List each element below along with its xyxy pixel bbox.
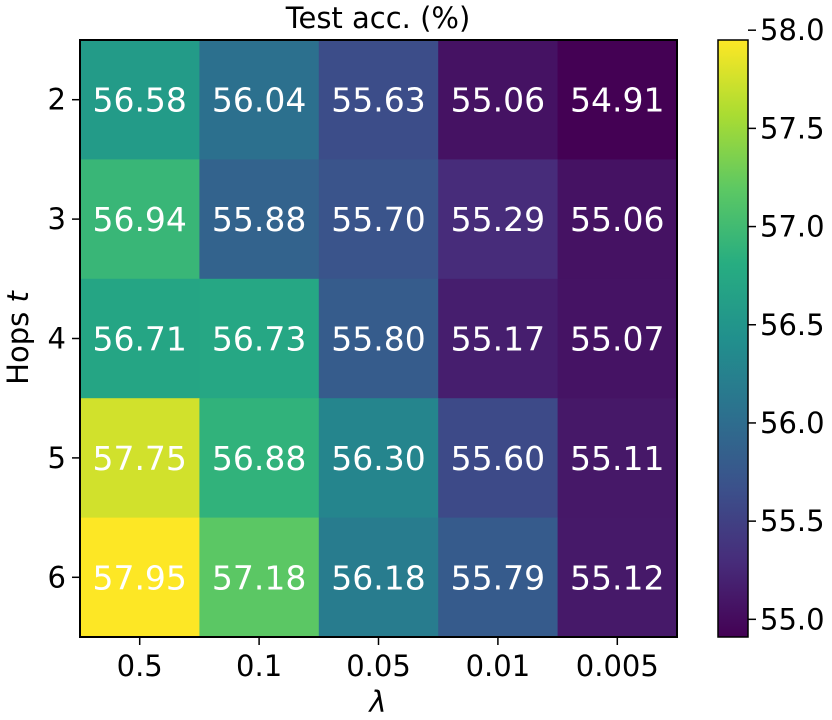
cell-value-label: 55.79: [451, 558, 545, 597]
cell-value-label: 56.94: [92, 200, 186, 239]
cell-value-label: 55.12: [570, 558, 664, 597]
cell-value-label: 55.06: [570, 200, 664, 239]
cell-value-label: 55.80: [331, 320, 425, 359]
heatmap-cell: [438, 398, 559, 519]
heatmap-cell: [80, 398, 200, 519]
heatmap-cell: [80, 159, 200, 280]
cell-value-label: 57.95: [92, 558, 186, 597]
cell-value-label: 55.29: [451, 200, 545, 239]
x-tick-label: 0.005: [576, 649, 659, 683]
y-tick-label: 6: [48, 560, 66, 594]
x-tick-label: 0.1: [236, 649, 282, 683]
y-tick-label: 5: [48, 441, 66, 475]
colorbar-tick-label: 56.0: [760, 406, 825, 440]
heatmap-cell: [438, 159, 559, 280]
colorbar-tick-label: 58.0: [760, 13, 825, 47]
colorbar: [717, 39, 749, 638]
cell-value-label: 56.30: [331, 439, 425, 478]
heatmap-cell: [557, 159, 678, 280]
heatmap-cell: [80, 278, 200, 399]
x-tick-label: 0.01: [466, 649, 531, 683]
y-tick-label: 3: [48, 202, 66, 236]
colorbar-tick-label: 55.0: [760, 602, 825, 636]
cell-value-label: 55.17: [451, 320, 545, 359]
heatmap-cell: [438, 40, 559, 160]
heatmap-cell: [80, 40, 200, 160]
chart-title: Test acc. (%): [285, 1, 471, 35]
heatmap-cell: [557, 517, 678, 638]
cell-annotations: 56.58 56.04 55.63 55.06 54.91 56.94 55.88 55.70…: [92, 81, 664, 598]
colorbar-tick-label: 55.5: [760, 504, 825, 538]
y-tick-label: 2: [48, 83, 66, 117]
cell-value-label: 56.18: [331, 558, 425, 597]
cell-value-label: 55.11: [570, 439, 664, 478]
heatmap-cell: [199, 517, 320, 638]
cell-value-label: 55.60: [451, 439, 545, 478]
heatmap-cell: [318, 517, 439, 638]
y-axis-label-variable: t: [1, 290, 35, 303]
cell-value-label: 56.88: [212, 439, 306, 478]
heatmap-cell: [199, 278, 320, 399]
cell-value-label: 55.07: [570, 320, 664, 359]
y-axis-label: Hops t: [1, 290, 35, 385]
heatmap-cell: [199, 398, 320, 519]
heatmap-cell: [438, 278, 559, 399]
heatmap-cell: [199, 40, 320, 160]
cell-value-label: 55.88: [212, 200, 306, 239]
heatmap-cell: [318, 159, 439, 280]
cell-value-label: 57.75: [92, 439, 186, 478]
cell-value-label: 56.71: [92, 320, 186, 359]
heatmap-cell: [438, 517, 559, 638]
y-axis-ticks: 2 3 4 5 6: [48, 83, 80, 594]
colorbar-ticks: 55.0 55.5 56.0 56.5 57.0 57.5 58.0: [748, 13, 825, 636]
cell-value-label: 56.58: [92, 81, 186, 120]
heatmap-cell: [318, 398, 439, 519]
x-axis-ticks: 0.5 0.1 0.05 0.01 0.005: [117, 637, 659, 683]
heatmap-cell: [80, 517, 200, 638]
y-tick-label: 4: [48, 322, 66, 356]
y-axis-label-main: Hops: [1, 303, 35, 385]
x-tick-label: 0.05: [346, 649, 411, 683]
heatmap-cell: [557, 40, 678, 160]
cell-value-label: 54.91: [570, 81, 664, 120]
heatmap-cell: [318, 40, 439, 160]
heatmap-cell: [557, 398, 678, 519]
heatmap-cells: [80, 40, 678, 638]
heatmap-cell: [199, 159, 320, 280]
cell-value-label: 55.63: [331, 81, 425, 120]
colorbar-tick-label: 57.5: [760, 111, 825, 145]
cell-value-label: 56.73: [212, 320, 306, 359]
colorbar-tick-label: 56.5: [760, 308, 825, 342]
heatmap-cell: [557, 278, 678, 399]
cell-value-label: 55.70: [331, 200, 425, 239]
x-axis-label: λ: [367, 685, 386, 719]
cell-value-label: 55.06: [451, 81, 545, 120]
cell-value-label: 57.18: [212, 558, 306, 597]
cell-value-label: 56.04: [212, 81, 306, 120]
x-tick-label: 0.5: [117, 649, 163, 683]
heatmap-cell: [318, 278, 439, 399]
colorbar-tick-label: 57.0: [760, 210, 825, 244]
